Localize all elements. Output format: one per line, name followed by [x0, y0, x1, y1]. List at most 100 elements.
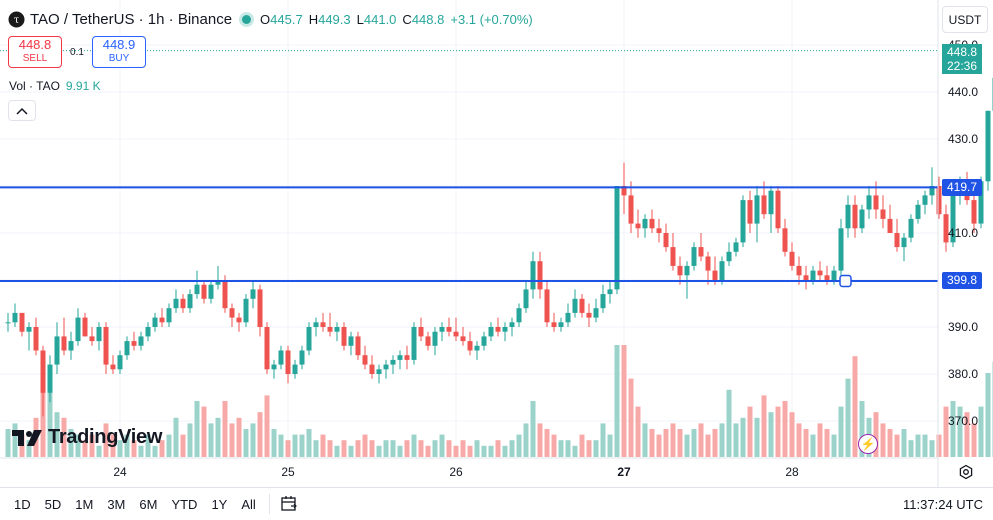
candle-body [404, 355, 410, 360]
currency-selector[interactable]: USDT [942, 6, 988, 33]
volume-bar [733, 423, 739, 457]
candle-body [572, 298, 578, 313]
time-tick-label: 24 [113, 465, 127, 479]
candle-body [229, 308, 235, 318]
candle-body [369, 364, 375, 374]
volume-bar [355, 440, 361, 457]
close-value: 448.8 [411, 11, 445, 27]
volume-bar [397, 445, 403, 457]
candle-body [180, 298, 186, 309]
volume-bar [915, 434, 921, 457]
candle-body [852, 204, 858, 229]
candle-body [565, 312, 571, 323]
volume-bar [621, 345, 627, 457]
volume-bar [299, 434, 305, 457]
candle-body [677, 265, 683, 276]
candle-body [257, 289, 263, 327]
collapse-legend-button[interactable] [8, 100, 36, 121]
range-all[interactable]: All [241, 496, 256, 512]
candle-body [215, 280, 221, 285]
price-chart[interactable]: 370.0380.0390.0400.0410.0420.0430.0440.0… [0, 0, 993, 487]
candle-body [397, 355, 403, 360]
settings-icon[interactable] [956, 462, 976, 482]
candle-body [383, 364, 389, 370]
candle-body [516, 308, 522, 323]
buy-button[interactable]: 448.9 BUY [92, 36, 146, 68]
volume-bar [964, 412, 970, 457]
volume-bar [530, 401, 536, 457]
range-5d[interactable]: 5D [44, 496, 62, 512]
utc-clock[interactable]: 11:37:24 UTC [903, 496, 983, 512]
lightning-icon[interactable]: ⚡ [858, 434, 878, 454]
price-tick-label: 440.0 [948, 85, 978, 99]
volume-bar [12, 423, 18, 457]
candle-body [320, 322, 326, 327]
candle-body [103, 327, 109, 365]
volume-bar [649, 429, 655, 457]
candle-body [12, 312, 18, 323]
candle-body [922, 195, 928, 205]
candle-body [943, 214, 949, 243]
volume-bar [341, 440, 347, 457]
volume-bar [117, 440, 123, 457]
volume-bar [978, 406, 984, 457]
candle-body [145, 327, 151, 337]
candle-body [978, 181, 984, 224]
candle-body [208, 284, 214, 299]
current-price-tag: 448.8 22:36 [942, 44, 982, 74]
volume-bar [201, 406, 207, 457]
volume-bar [663, 429, 669, 457]
volume-bar [495, 440, 501, 457]
candle-body [747, 200, 753, 224]
volume-bar [642, 423, 648, 457]
volume-bar [817, 423, 823, 457]
sell-button[interactable]: 448.8 SELL [8, 36, 62, 68]
level-tag-support[interactable]: 399.8 [942, 272, 982, 290]
range-ytd[interactable]: YTD [171, 496, 198, 512]
candle-body [579, 298, 585, 313]
volume-bar [257, 412, 263, 457]
volume-bar [124, 434, 130, 457]
calendar-icon[interactable] [278, 494, 300, 514]
volume-bar [684, 434, 690, 457]
volume-bar [131, 440, 137, 457]
volume-bar [691, 429, 697, 457]
tradingview-logo[interactable]: TradingView [12, 426, 162, 449]
candle-body [971, 200, 977, 224]
candle-body [880, 209, 886, 219]
range-1d[interactable]: 1D [14, 496, 31, 512]
change-value: +3.1 (+0.70%) [450, 11, 533, 27]
brand-name: TradingView [48, 426, 163, 448]
volume-bar [292, 434, 298, 457]
price-tick-label: 380.0 [948, 367, 978, 381]
candle-body [243, 298, 249, 323]
range-1m[interactable]: 1M [75, 496, 94, 512]
candle-body [166, 308, 172, 323]
candle-body [327, 327, 333, 332]
candle-body [152, 317, 158, 327]
market-open-dot-icon [242, 14, 252, 24]
range-1y[interactable]: 1Y [211, 496, 228, 512]
candle-body [117, 355, 123, 370]
volume-bar [824, 429, 830, 457]
volume-bar [19, 434, 25, 457]
volume-bar [852, 356, 858, 457]
candle-body [54, 336, 60, 365]
volume-bar [411, 434, 417, 457]
buy-label: BUY [108, 53, 130, 64]
time-axis: 24 25 26 27 28 [113, 465, 799, 479]
candle-body [250, 289, 256, 299]
volume-bar [54, 412, 60, 457]
level-tag-resistance[interactable]: 419.7 [942, 178, 982, 196]
volume-bar [922, 434, 928, 457]
candle-body [201, 284, 207, 299]
candle-body [544, 289, 550, 323]
candle-body [68, 341, 74, 351]
volume-bar [572, 445, 578, 457]
volume-bar [47, 367, 53, 457]
volume-bar [719, 423, 725, 457]
range-6m[interactable]: 6M [139, 496, 158, 512]
symbol-title[interactable]: TAO / TetherUS · 1h · Binance [30, 10, 233, 28]
volume-bar [831, 434, 837, 457]
range-3m[interactable]: 3M [107, 496, 126, 512]
